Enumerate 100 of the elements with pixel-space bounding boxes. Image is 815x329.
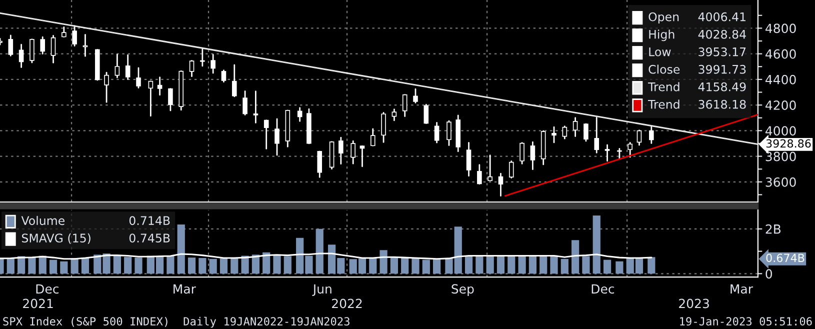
candlestick (572, 117, 578, 137)
candlestick (466, 142, 472, 177)
candlestick (649, 126, 654, 144)
candlestick (317, 150, 322, 178)
y-tick-label: 4200 (766, 100, 796, 110)
bar (262, 252, 270, 274)
annotation: 4158.49 (698, 82, 746, 92)
annotation: 4028.84 (698, 30, 746, 39)
bar (134, 258, 142, 274)
candlestick (114, 54, 120, 78)
candlestick (232, 64, 237, 98)
annotation: 3991.73 (698, 64, 746, 74)
bar (540, 256, 548, 274)
bar (252, 254, 260, 274)
candlestick (413, 88, 418, 104)
candlestick (424, 104, 429, 124)
y-tick-label: 4600 (766, 49, 796, 59)
bar (113, 255, 121, 274)
candlestick (40, 36, 46, 54)
y-tick-label: 2B (766, 224, 781, 234)
candlestick (636, 130, 642, 146)
bar (369, 258, 377, 274)
bar (572, 240, 580, 274)
bar (209, 258, 217, 274)
candlestick (628, 142, 632, 158)
candlestick (242, 90, 248, 116)
x2-tick-label: 2023 (679, 298, 709, 308)
x2-tick-label: 2022 (332, 298, 362, 308)
candlestick (530, 141, 536, 170)
candlestick (520, 142, 524, 164)
bar (433, 258, 441, 274)
candlestick (253, 90, 258, 124)
y-tick-label: 3800 (766, 152, 796, 162)
candlestick (200, 48, 205, 67)
bar (401, 258, 409, 274)
candlestick (264, 120, 269, 150)
text: 0.674B (766, 254, 804, 262)
y-tick-label: 3600 (766, 177, 796, 187)
x-tick-label: Dec (36, 284, 58, 294)
bar (518, 256, 526, 274)
bar (390, 258, 398, 274)
candlestick (488, 154, 492, 182)
candlestick (392, 108, 397, 122)
bar (6, 258, 14, 274)
legend-label: Trend (648, 100, 680, 109)
candlestick (18, 44, 24, 68)
annotation: 4006.41 (698, 12, 746, 22)
candlestick (360, 145, 365, 168)
bar (464, 256, 473, 274)
bar (60, 261, 68, 274)
bar (273, 255, 281, 274)
bar (648, 257, 656, 274)
candlestick (125, 54, 130, 80)
candlestick (498, 172, 504, 197)
candlestick (508, 160, 514, 178)
bar (476, 256, 484, 274)
text: SPX Index (S&P 500 INDEX) Daily 19JAN2022-19JAN2023 (3, 316, 350, 328)
annotation: Close (648, 64, 680, 74)
bar (28, 258, 36, 274)
bar (603, 260, 612, 274)
candlestick (434, 122, 440, 144)
bar (380, 250, 388, 274)
candlestick (338, 136, 344, 165)
annotation: High (649, 30, 674, 42)
bar (582, 256, 590, 274)
candlestick (446, 120, 452, 146)
candlestick (210, 54, 216, 74)
y-tick-label: 4800 (766, 24, 796, 34)
bar (166, 256, 174, 274)
annotation: 0.745B (129, 234, 170, 243)
candlestick (370, 128, 376, 146)
bar (508, 255, 516, 274)
bar (81, 258, 90, 274)
candlestick (50, 35, 56, 64)
bar (177, 224, 185, 274)
bar (49, 260, 58, 274)
bar (592, 215, 600, 274)
legend-label: SMAVG (15) (22, 233, 90, 244)
bar (550, 255, 558, 274)
bar (486, 256, 494, 274)
bar (560, 258, 568, 274)
bar (316, 228, 324, 274)
y-tick-label: 4400 (766, 74, 796, 84)
x-tick-label: Dec (592, 284, 614, 294)
annotation: Low (649, 48, 671, 56)
bar (496, 256, 505, 274)
candlestick (402, 94, 408, 118)
x2-tick-label: 2021 (23, 298, 53, 308)
x-tick-label: Mar (730, 284, 753, 294)
y-tick-label: 4000 (766, 126, 796, 136)
text: 19-Jan-2023 05:51:06 (680, 317, 812, 326)
bar (220, 258, 228, 274)
candlestick (477, 164, 482, 185)
bar (198, 258, 206, 274)
annotation: 3953.17 (698, 47, 746, 56)
candlestick (72, 25, 77, 47)
candlestick (157, 76, 162, 96)
candlestick (221, 70, 226, 83)
candlestick (104, 72, 109, 103)
bar (284, 256, 292, 274)
